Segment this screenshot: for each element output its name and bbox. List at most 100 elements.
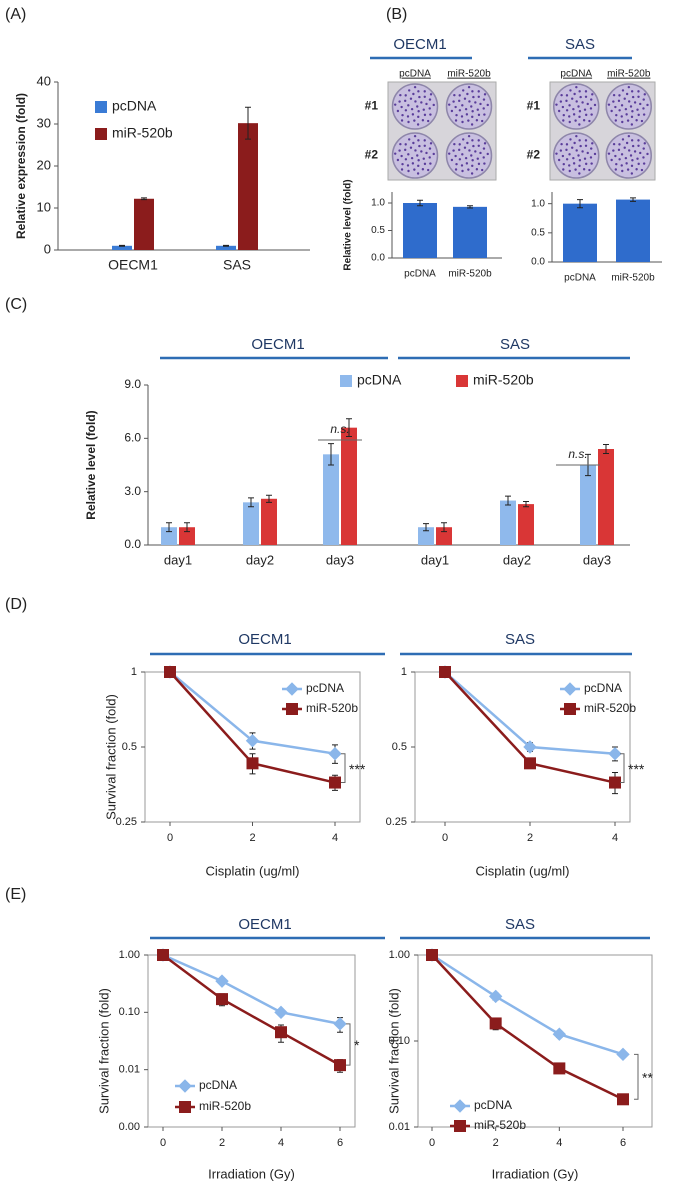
chart-title: SAS bbox=[505, 631, 535, 648]
colony bbox=[464, 156, 468, 160]
image-column-label: pcDNA bbox=[399, 69, 431, 80]
colony bbox=[407, 104, 410, 107]
y-tick-label: 40 bbox=[37, 73, 51, 88]
significance-bracket bbox=[341, 753, 346, 784]
error-bar bbox=[223, 244, 229, 247]
chart-title: OECM1 bbox=[238, 916, 291, 933]
bar bbox=[216, 245, 236, 250]
colony bbox=[579, 95, 582, 99]
colony bbox=[630, 123, 634, 126]
x-tick-label: OECM1 bbox=[108, 257, 158, 273]
annotation: ** bbox=[642, 1070, 653, 1086]
colony bbox=[404, 109, 408, 112]
marker bbox=[178, 1079, 192, 1093]
colony bbox=[482, 107, 485, 110]
colony bbox=[416, 154, 419, 157]
marker bbox=[524, 757, 536, 770]
x-axis-label: Cisplatin (ug/ml) bbox=[206, 863, 300, 878]
y-tick-label: 0.01 bbox=[119, 1064, 140, 1076]
colony bbox=[568, 169, 571, 173]
colony bbox=[458, 143, 461, 146]
legend-label: pcDNA bbox=[584, 681, 622, 695]
y-tick-label: 6.0 bbox=[124, 431, 141, 445]
colony bbox=[429, 162, 432, 165]
colony bbox=[618, 143, 621, 146]
colony bbox=[637, 113, 640, 117]
colony bbox=[637, 95, 640, 98]
colony bbox=[630, 115, 634, 119]
colony bbox=[568, 104, 571, 107]
y-tick-label: 0.01 bbox=[389, 1121, 410, 1133]
colony bbox=[583, 108, 587, 111]
colony bbox=[461, 104, 464, 107]
colony bbox=[575, 149, 578, 152]
image-column-label: pcDNA bbox=[560, 69, 592, 80]
annotation: n.s. bbox=[330, 422, 349, 436]
colony bbox=[591, 142, 594, 145]
colony bbox=[557, 109, 561, 113]
colony bbox=[565, 158, 569, 161]
colony bbox=[627, 149, 631, 152]
colony bbox=[617, 148, 621, 152]
significance-bracket bbox=[634, 1053, 639, 1100]
colony bbox=[458, 94, 461, 97]
colony bbox=[561, 105, 565, 109]
y-tick-label: 3.0 bbox=[124, 484, 141, 498]
colony bbox=[410, 107, 414, 111]
colony bbox=[482, 147, 486, 150]
y-tick-label: 1.00 bbox=[389, 949, 410, 961]
x-tick-label: day3 bbox=[326, 552, 354, 567]
colony bbox=[584, 144, 588, 147]
colony-well bbox=[553, 132, 600, 179]
chart-title: SAS bbox=[505, 916, 535, 933]
colony bbox=[471, 139, 474, 142]
colony bbox=[458, 99, 461, 103]
colony bbox=[578, 115, 581, 119]
colony bbox=[461, 120, 464, 124]
marker bbox=[453, 1099, 467, 1113]
x-axis-label: Irradiation (Gy) bbox=[492, 1166, 579, 1181]
colony bbox=[461, 153, 464, 156]
colony bbox=[474, 101, 477, 104]
colony bbox=[400, 105, 403, 109]
colony bbox=[572, 162, 576, 165]
image-column-label: miR-520b bbox=[447, 69, 491, 80]
colony bbox=[584, 113, 588, 117]
annotation: n.s. bbox=[568, 447, 587, 461]
y-axis-label: Relative level (fold) bbox=[343, 179, 354, 270]
colony bbox=[578, 164, 581, 168]
colony bbox=[453, 93, 456, 97]
colony bbox=[627, 100, 631, 103]
error-bar bbox=[423, 523, 429, 532]
colony bbox=[625, 162, 628, 165]
legend-label: pcDNA bbox=[199, 1078, 237, 1092]
colony bbox=[404, 158, 408, 161]
colony bbox=[465, 162, 469, 165]
colony bbox=[615, 113, 618, 117]
marker bbox=[523, 740, 537, 754]
y-tick-label: 10 bbox=[37, 199, 51, 214]
colony bbox=[454, 154, 457, 158]
colony bbox=[626, 168, 630, 171]
error-bar bbox=[141, 197, 147, 201]
x-tick-label: day1 bbox=[164, 552, 192, 567]
colony bbox=[561, 154, 565, 158]
colony bbox=[470, 105, 473, 108]
colony bbox=[568, 153, 571, 156]
colony bbox=[636, 157, 639, 160]
colony bbox=[477, 113, 481, 117]
x-tick-label: 0 bbox=[160, 1137, 166, 1149]
colony bbox=[590, 113, 593, 116]
colony bbox=[458, 158, 462, 161]
colony bbox=[588, 168, 591, 172]
marker bbox=[157, 949, 169, 961]
x-axis-label: Cisplatin (ug/ml) bbox=[476, 863, 570, 878]
bar bbox=[518, 504, 534, 545]
colony bbox=[466, 92, 469, 96]
legend-swatch bbox=[456, 375, 468, 387]
plot-frame bbox=[147, 954, 356, 1128]
colony bbox=[410, 156, 414, 160]
colony bbox=[423, 95, 426, 98]
colony bbox=[462, 138, 465, 141]
